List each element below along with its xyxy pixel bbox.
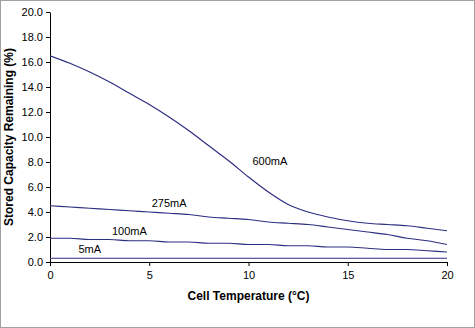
x-tick-label: 20 (441, 269, 453, 281)
series-line (50, 258, 447, 259)
x-tick: 5 (147, 262, 153, 281)
y-axis-line (50, 13, 51, 263)
lines (50, 56, 447, 259)
y-tick-mark (46, 112, 50, 113)
y-tick-mark (46, 12, 50, 13)
y-tick: 0.0 (28, 256, 50, 268)
x-tick-mark (249, 262, 250, 266)
series-label: 275mA (152, 197, 188, 209)
y-tick-mark (46, 37, 50, 38)
x-tick-label: 15 (342, 269, 354, 281)
series-label: 600mA (253, 155, 289, 167)
y-tick: 2.0 (28, 231, 50, 243)
x-tick-mark (348, 262, 349, 266)
y-tick-label: 16.0 (22, 56, 43, 68)
y-tick: 4.0 (28, 206, 50, 218)
x-tick-mark (50, 262, 51, 266)
x-axis: 0 5 10 15 20 (47, 262, 453, 281)
x-axis-title: Cell Temperature (°C) (188, 289, 310, 303)
x-tick-mark (149, 262, 150, 266)
y-tick: 16.0 (22, 56, 50, 68)
y-tick-label: 20.0 (22, 6, 43, 18)
series-line (50, 238, 447, 252)
x-tick: 20 (441, 262, 453, 281)
y-tick-label: 0.0 (28, 256, 43, 268)
chart-svg: 0 5 10 15 20 0.0 2.0 4.0 6.0 8.0 10.0 12.0 14.0 16.0 1… (0, 0, 475, 328)
series-line (50, 206, 447, 245)
y-tick: 8.0 (28, 156, 50, 168)
x-tick-mark (447, 262, 448, 266)
y-axis: 0.0 2.0 4.0 6.0 8.0 10.0 12.0 14.0 16.0 18.0 20.0 (22, 6, 51, 268)
plot: 0 5 10 15 20 0.0 2.0 4.0 6.0 8.0 10.0 12.0 14.0 16.0 1… (22, 6, 454, 281)
series-labels: 600mA 275mA 100mA 5mA (78, 155, 288, 255)
y-tick-label: 12.0 (22, 106, 43, 118)
y-tick-mark (46, 187, 50, 188)
y-tick-mark (46, 212, 50, 213)
y-tick-label: 14.0 (22, 81, 43, 93)
series-label: 100mA (112, 225, 148, 237)
y-tick-mark (46, 262, 50, 263)
y-tick-label: 2.0 (28, 231, 43, 243)
x-tick: 0 (47, 262, 53, 281)
y-tick-mark (46, 237, 50, 238)
y-tick-label: 4.0 (28, 206, 43, 218)
x-tick: 10 (243, 262, 255, 281)
y-tick-mark (46, 162, 50, 163)
y-tick-mark (46, 87, 50, 88)
y-tick-label: 8.0 (28, 156, 43, 168)
y-tick-label: 18.0 (22, 31, 43, 43)
y-tick: 10.0 (22, 131, 50, 143)
y-tick-mark (46, 62, 50, 63)
y-tick: 12.0 (22, 106, 50, 118)
y-tick: 18.0 (22, 31, 50, 43)
x-tick-label: 10 (243, 269, 255, 281)
y-tick-label: 6.0 (28, 181, 43, 193)
series-line (50, 56, 447, 231)
y-tick: 14.0 (22, 81, 50, 93)
series-label: 5mA (78, 243, 101, 255)
y-axis-title: Stored Capacity Remaining (%) (2, 48, 16, 226)
chart-container: 0 5 10 15 20 0.0 2.0 4.0 6.0 8.0 10.0 12.0 14.0 16.0 1… (0, 0, 475, 328)
x-tick-label: 0 (47, 269, 53, 281)
x-tick-label: 5 (147, 269, 153, 281)
y-tick: 6.0 (28, 181, 50, 193)
y-tick: 20.0 (22, 6, 50, 18)
x-tick: 15 (342, 262, 354, 281)
y-tick-mark (46, 137, 50, 138)
y-tick-label: 10.0 (22, 131, 43, 143)
figure-frame (1, 1, 475, 328)
